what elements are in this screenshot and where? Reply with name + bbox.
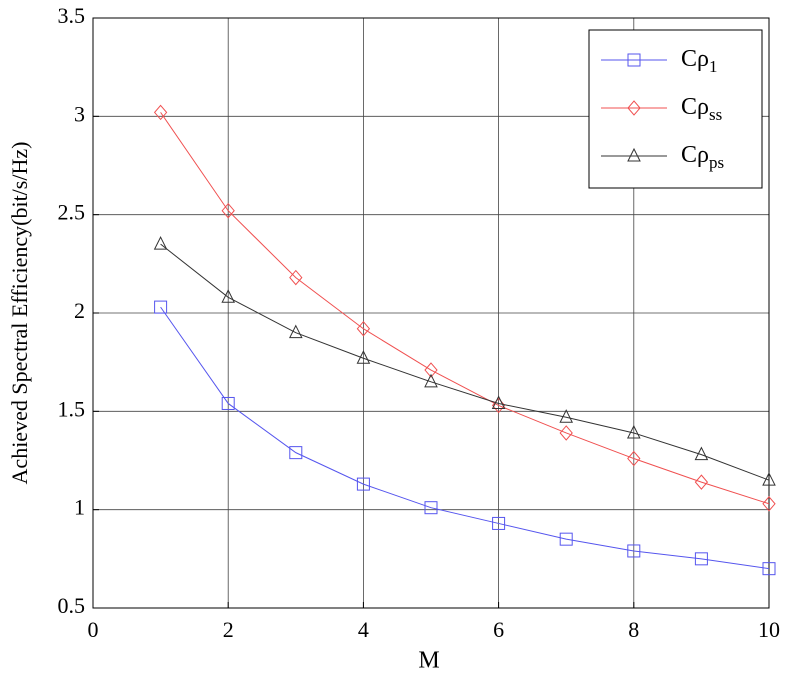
legend-label: Cρ1	[681, 46, 717, 76]
data-point	[356, 477, 370, 491]
data-point	[694, 474, 709, 490]
data-point	[559, 425, 573, 441]
data-point	[221, 396, 235, 410]
data-point	[491, 395, 506, 409]
data-point	[153, 104, 168, 121]
data-point	[559, 409, 574, 423]
x-axis-label: M	[418, 648, 439, 674]
data-point	[762, 562, 776, 576]
legend: Cρ1 Cρss Cρps	[588, 29, 763, 189]
y-axis-label: Achieved Spectral Efficiency(bit/s/Hz)	[7, 142, 32, 485]
y-tick-label: 1.5	[58, 396, 86, 421]
x-tick-label: 0	[88, 617, 99, 642]
legend-marker	[627, 100, 641, 116]
data-point	[424, 501, 438, 515]
series-line	[160, 243, 770, 481]
data-point	[559, 532, 573, 546]
y-tick-label: 2	[74, 298, 85, 323]
data-point	[762, 472, 776, 486]
x-tick-label: 10	[758, 617, 780, 642]
y-tick-label: 3.5	[58, 3, 86, 28]
data-point	[492, 516, 506, 530]
data-point	[356, 350, 371, 364]
y-tick-label: 2.5	[58, 200, 86, 225]
data-point	[694, 552, 708, 566]
series-line	[160, 112, 770, 505]
x-tick-label: 6	[493, 617, 504, 642]
x-tick-label: 4	[358, 617, 369, 642]
x-tick-label: 8	[628, 617, 639, 642]
legend-box	[588, 29, 763, 189]
legend-marker	[627, 53, 641, 67]
x-tick-label: 2	[223, 617, 234, 642]
data-point	[491, 397, 506, 414]
data-point	[153, 236, 168, 250]
data-point	[627, 450, 641, 467]
data-point	[221, 202, 235, 219]
data-point	[289, 269, 303, 286]
data-point	[221, 289, 236, 303]
y-tick-label: 1	[74, 495, 85, 520]
y-tick-label: 0.5	[58, 593, 86, 618]
data-point	[694, 446, 709, 461]
y-tick-label: 3	[74, 101, 85, 126]
data-point	[424, 373, 438, 388]
legend-label: Cρss	[681, 94, 722, 124]
data-point	[356, 320, 371, 337]
data-point	[424, 362, 438, 378]
plot-frame	[92, 17, 770, 609]
data-point	[627, 544, 641, 558]
data-point	[154, 300, 168, 314]
legend-marker	[627, 147, 641, 162]
data-point	[289, 446, 303, 460]
legend-label: Cρps	[681, 142, 724, 172]
data-point	[288, 324, 303, 339]
data-point	[626, 424, 641, 439]
series-line	[160, 306, 770, 570]
data-point	[762, 495, 776, 512]
